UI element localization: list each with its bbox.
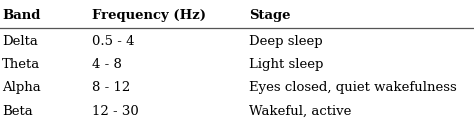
- Text: Delta: Delta: [2, 35, 38, 48]
- Text: Theta: Theta: [2, 58, 41, 71]
- Text: Beta: Beta: [2, 105, 33, 117]
- Text: Deep sleep: Deep sleep: [249, 35, 322, 48]
- Text: Eyes closed, quiet wakefulness: Eyes closed, quiet wakefulness: [249, 81, 456, 94]
- Text: Frequency (Hz): Frequency (Hz): [92, 9, 207, 22]
- Text: Stage: Stage: [249, 9, 291, 22]
- Text: Alpha: Alpha: [2, 81, 41, 94]
- Text: Light sleep: Light sleep: [249, 58, 323, 71]
- Text: Wakeful, active: Wakeful, active: [249, 105, 351, 117]
- Text: 0.5 - 4: 0.5 - 4: [92, 35, 135, 48]
- Text: Band: Band: [2, 9, 41, 22]
- Text: 12 - 30: 12 - 30: [92, 105, 139, 117]
- Text: 8 - 12: 8 - 12: [92, 81, 131, 94]
- Text: 4 - 8: 4 - 8: [92, 58, 122, 71]
